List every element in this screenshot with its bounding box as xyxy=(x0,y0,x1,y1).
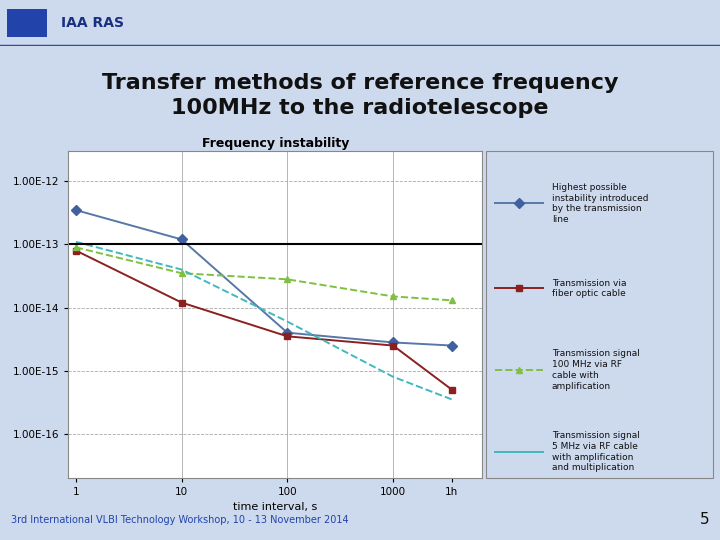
Text: Transmission via
fiber optic cable: Transmission via fiber optic cable xyxy=(552,279,626,298)
Title: Frequency instability: Frequency instability xyxy=(202,137,349,150)
X-axis label: time interval, s: time interval, s xyxy=(233,503,318,512)
Text: 3rd International VLBI Technology Workshop, 10 - 13 November 2014: 3rd International VLBI Technology Worksh… xyxy=(11,515,348,525)
FancyBboxPatch shape xyxy=(7,9,47,37)
Text: IAA RAS: IAA RAS xyxy=(61,16,125,30)
Text: 5: 5 xyxy=(700,512,709,527)
Text: Transmission signal
5 MHz via RF cable
with amplification
and multiplication: Transmission signal 5 MHz via RF cable w… xyxy=(552,431,639,472)
Text: Transfer methods of reference frequency
100MHz to the radiotelescope: Transfer methods of reference frequency … xyxy=(102,73,618,118)
Text: Highest possible
instability introduced
by the transmission
line: Highest possible instability introduced … xyxy=(552,183,648,224)
Text: Transmission signal
100 MHz via RF
cable with
amplification: Transmission signal 100 MHz via RF cable… xyxy=(552,349,639,391)
